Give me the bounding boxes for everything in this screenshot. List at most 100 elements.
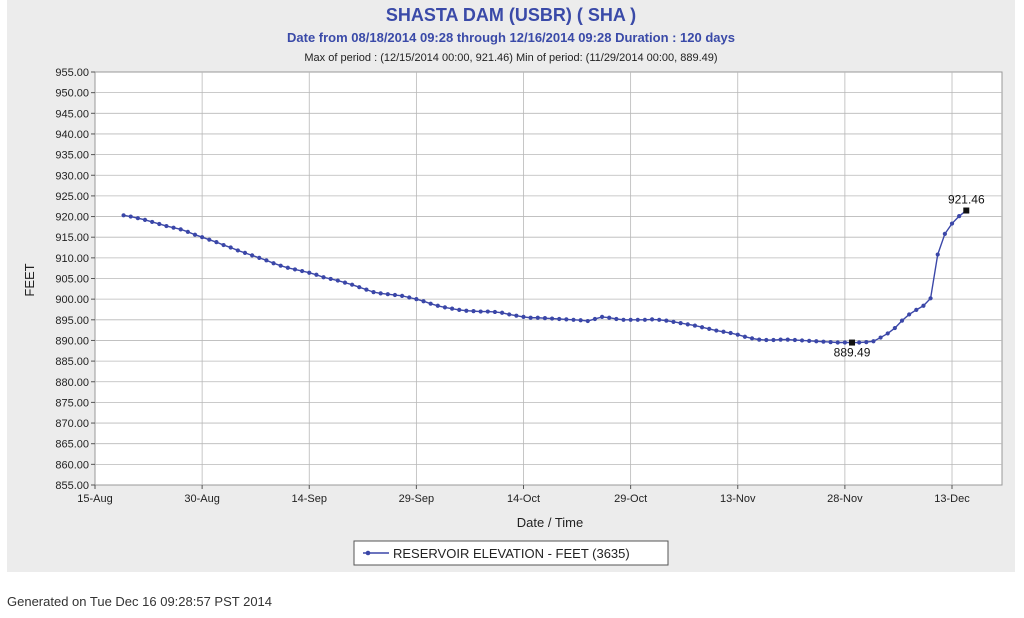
y-tick-label: 900.00 <box>55 294 89 306</box>
data-point <box>707 326 712 331</box>
data-point <box>764 337 769 343</box>
data-point <box>285 265 290 270</box>
data-point <box>649 317 655 322</box>
annotation-layer: 921.46 889.49 <box>834 193 985 360</box>
x-tick-label: 29-Oct <box>614 493 647 505</box>
data-point <box>749 336 755 341</box>
data-point <box>571 317 576 322</box>
data-point <box>214 240 219 245</box>
data-point <box>257 255 262 260</box>
data-point <box>485 309 490 314</box>
data-point <box>514 313 519 318</box>
data-point <box>671 319 676 324</box>
data-point <box>207 237 212 242</box>
legend-box <box>353 540 669 566</box>
x-tick-label: 13-Dec <box>934 493 970 505</box>
data-point <box>742 334 747 339</box>
annotation-label: 921.46 <box>948 193 985 207</box>
period-info: Max of period : (12/15/2014 00:00, 921.4… <box>304 52 717 64</box>
data-point <box>428 301 433 306</box>
data-point <box>807 338 812 343</box>
y-tick-label: 880.00 <box>55 377 89 389</box>
y-tick-label: 920.00 <box>55 212 89 224</box>
data-point <box>957 214 962 219</box>
data-point <box>592 316 598 322</box>
y-tick-label: 915.00 <box>55 232 89 244</box>
data-point <box>521 314 526 320</box>
data-point <box>250 253 255 258</box>
data-point <box>614 316 619 322</box>
data-point <box>628 317 633 322</box>
data-point <box>821 339 826 344</box>
data-point <box>292 267 298 272</box>
data-point <box>678 321 683 326</box>
annotation-marker <box>963 207 970 214</box>
grid-lines <box>95 72 1002 485</box>
legend: RESERVOIR ELEVATION - FEET (3635) <box>353 540 669 566</box>
data-point <box>907 312 912 317</box>
y-tick-label: 950.00 <box>55 88 89 100</box>
legend-series-label: RESERVOIR ELEVATION - FEET (3635) <box>393 546 630 561</box>
data-point <box>142 217 148 222</box>
generated-timestamp: Generated on Tue Dec 16 09:28:57 PST 201… <box>7 594 273 609</box>
data-point <box>464 308 469 313</box>
data-point <box>242 250 248 255</box>
y-tick-label: 875.00 <box>55 397 89 409</box>
data-point <box>335 278 340 283</box>
y-tick-label: 865.00 <box>55 439 89 451</box>
axes: 955.00 950.00 945.00 940.00 935.00 930.00 925.… <box>55 67 970 505</box>
data-point <box>642 317 648 322</box>
data-point <box>542 316 548 321</box>
data-point <box>457 307 462 312</box>
data-point <box>371 290 376 295</box>
x-tick-label: 29-Sep <box>399 493 434 505</box>
data-point <box>171 225 176 230</box>
data-point <box>499 310 505 315</box>
chart-svg: SHASTA DAM (USBR) ( SHA ) Date from 08/1… <box>22 5 1003 566</box>
y-tick-label: 855.00 <box>55 480 89 492</box>
data-point <box>721 329 726 334</box>
data-point <box>135 216 140 221</box>
data-point <box>471 309 476 314</box>
data-point <box>757 337 762 342</box>
data-point <box>435 303 440 308</box>
data-point <box>128 214 133 219</box>
y-tick-label: 940.00 <box>55 129 89 141</box>
data-point <box>507 312 512 317</box>
data-point <box>185 229 190 234</box>
data-point <box>871 339 876 344</box>
data-point <box>150 219 155 225</box>
data-point <box>564 317 569 322</box>
data-point <box>228 245 233 250</box>
y-tick-label: 895.00 <box>55 315 89 327</box>
data-point <box>635 317 640 322</box>
data-point <box>350 282 355 287</box>
data-point <box>392 292 398 298</box>
data-point <box>442 305 448 310</box>
data-point <box>492 309 498 315</box>
annotation-marker <box>849 339 856 346</box>
data-point <box>192 232 198 237</box>
data-point <box>342 280 348 285</box>
data-point <box>778 337 783 342</box>
data-point <box>321 275 326 280</box>
data-point <box>621 317 626 322</box>
data-point <box>935 252 940 257</box>
data-point <box>799 338 805 343</box>
data-point <box>585 318 590 324</box>
data-point <box>921 303 926 308</box>
data-point <box>528 315 533 320</box>
annotation-label: 889.49 <box>834 346 871 360</box>
data-point <box>271 261 276 266</box>
data-point <box>842 340 847 345</box>
y-tick-label: 885.00 <box>55 356 89 368</box>
data-point <box>699 325 705 330</box>
data-point <box>328 276 333 282</box>
chart-title: SHASTA DAM (USBR) ( SHA ) <box>386 5 636 25</box>
data-point <box>735 332 740 337</box>
y-tick-label: 955.00 <box>55 67 89 79</box>
data-point <box>557 316 562 322</box>
data-point <box>835 340 840 345</box>
data-point <box>535 315 540 320</box>
data-point <box>407 295 412 300</box>
